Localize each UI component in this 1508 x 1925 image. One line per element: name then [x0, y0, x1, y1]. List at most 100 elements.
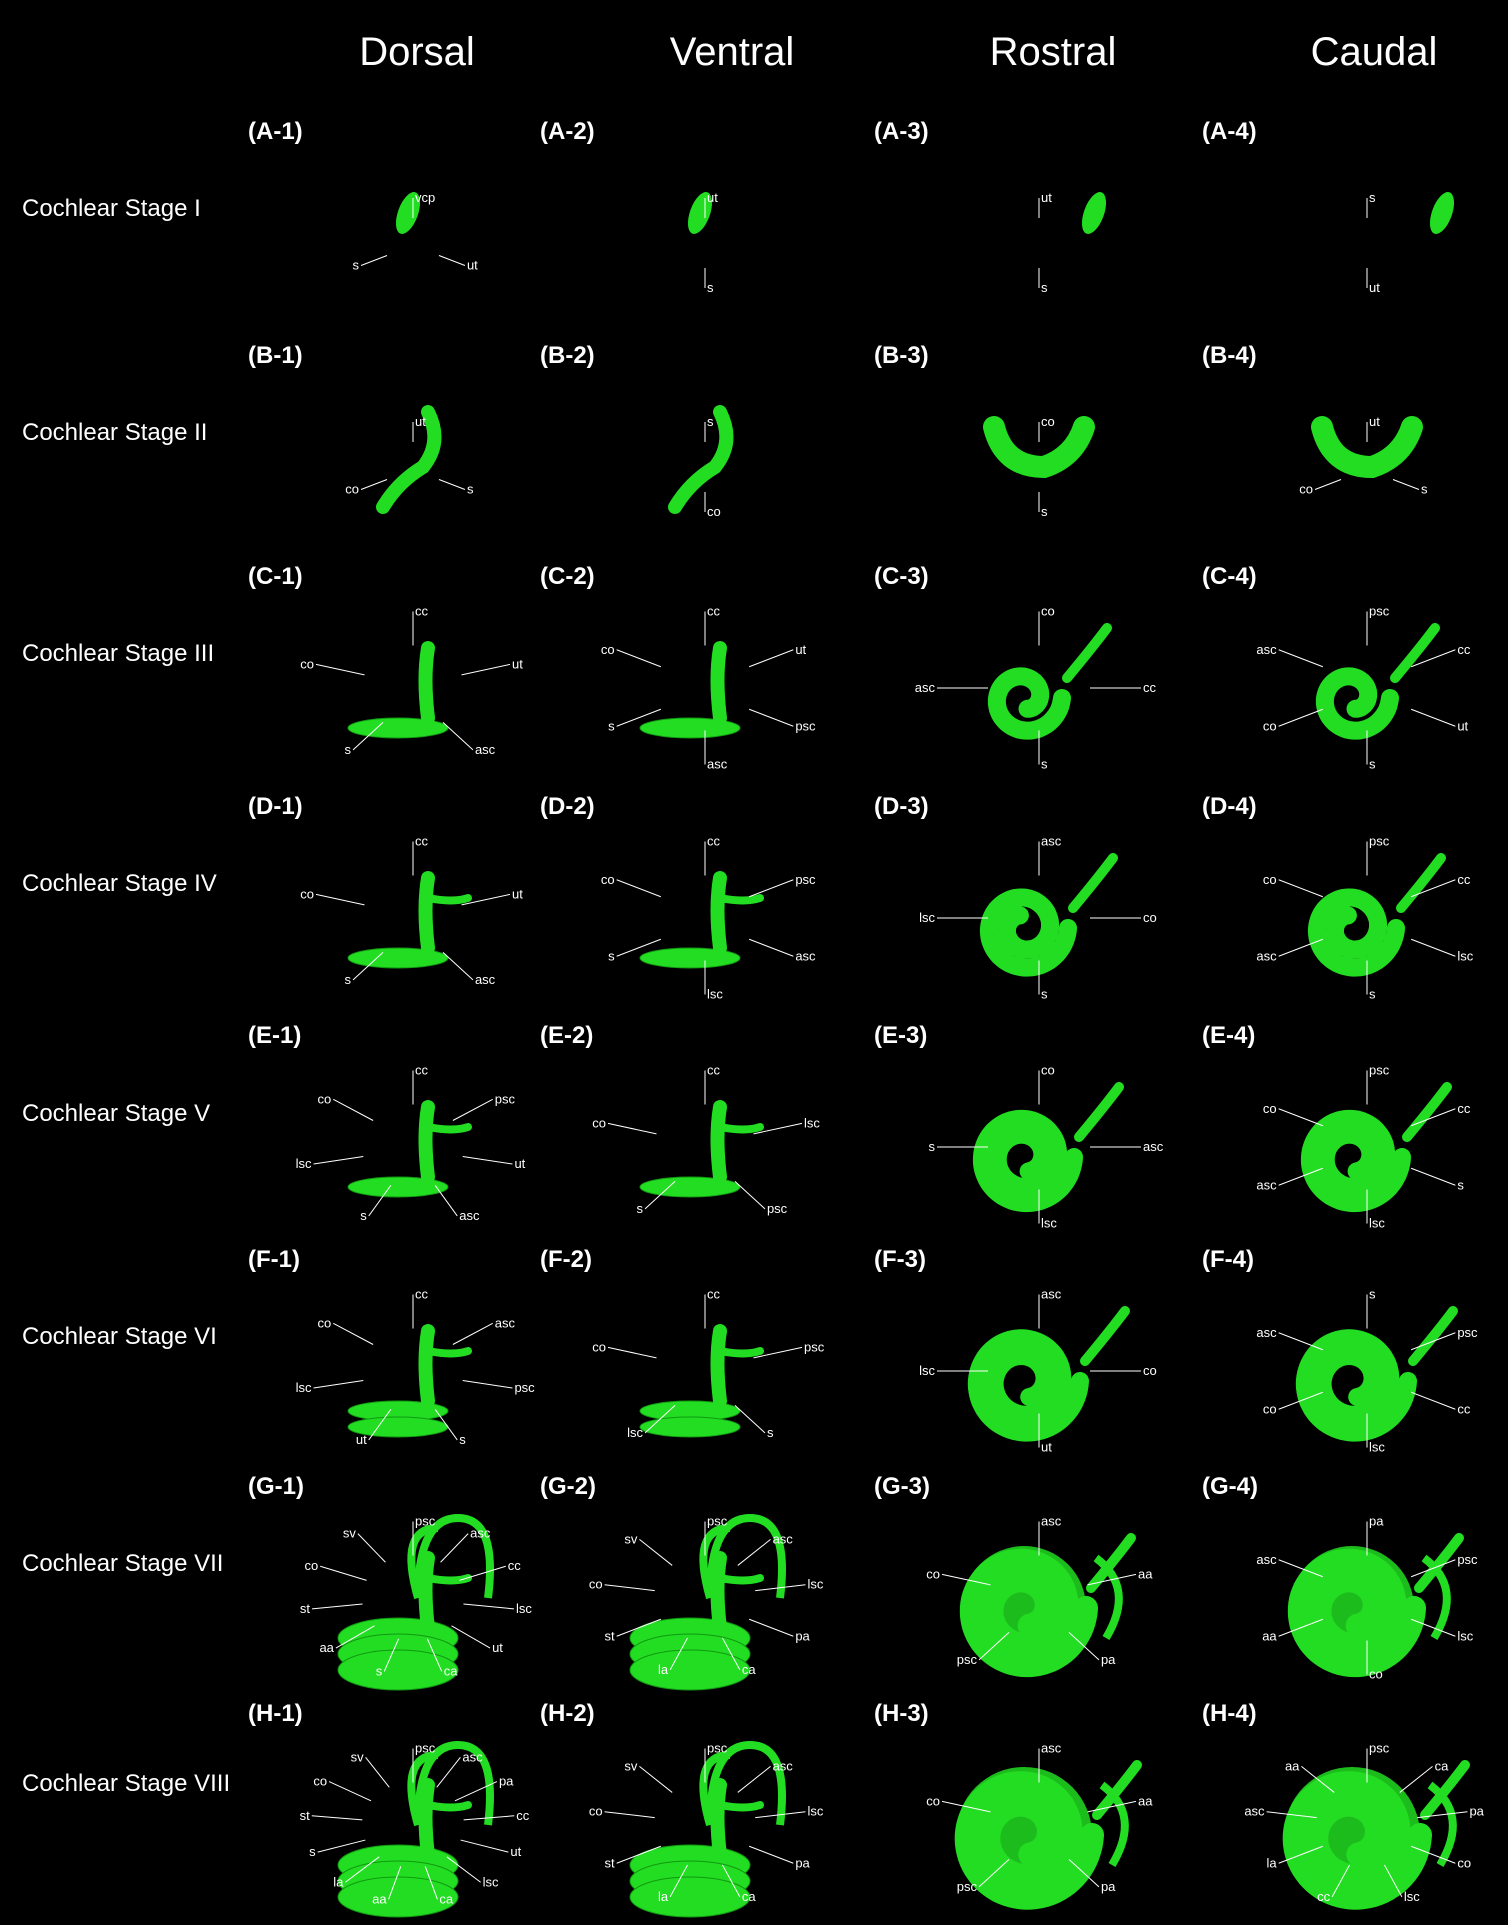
leader-line: [669, 1637, 688, 1671]
structure-annotation: ut: [510, 1844, 521, 1859]
leader-line: [365, 1756, 390, 1788]
panel-label: (H-3): [874, 1700, 929, 1727]
structure-annotation: s: [1369, 1287, 1376, 1302]
figure-panel: (D-3) asc co s lsc: [874, 793, 1194, 1018]
tissue-shape: [1295, 1306, 1458, 1442]
panel-label: (B-1): [248, 342, 303, 369]
structure-annotation: psc: [415, 1514, 436, 1529]
structure-annotation: st: [605, 1855, 616, 1870]
structure-annotation: asc: [459, 1208, 480, 1223]
structure-annotation: la: [1267, 1855, 1278, 1870]
leader-line: [459, 1565, 506, 1581]
structure-annotation: co: [1263, 872, 1277, 887]
figure-panel: (D-4) psc cc lsc s asc co: [1202, 793, 1508, 1018]
figure-panel: (C-1) cc ut asc s co: [248, 563, 568, 788]
structure-annotation: ca: [439, 1891, 454, 1906]
structure-annotation: lsc: [807, 1804, 823, 1819]
leader-line: [452, 1098, 493, 1121]
leader-line: [748, 708, 794, 727]
structure-annotation: co: [589, 1577, 603, 1592]
panel-illustration: psc cc ut s co asc: [1256, 604, 1470, 772]
structure-annotation: psc: [495, 1091, 516, 1106]
figure-panel: (B-3) co s: [874, 342, 1194, 567]
panel-label: (F-4): [1202, 1246, 1254, 1273]
panel-illustration: psc asc lsc pa ca la st co sv: [589, 1513, 824, 1691]
structure-annotation: ut: [707, 190, 718, 205]
structure-annotation: lsc: [1457, 1628, 1473, 1643]
structure-annotation: asc: [1256, 642, 1277, 657]
structure-annotation: co: [1263, 1401, 1277, 1416]
leader-line: [1314, 479, 1342, 490]
structure-annotation: aa: [1138, 1566, 1153, 1581]
leader-line: [1392, 479, 1420, 490]
leader-line: [616, 708, 662, 727]
structure-annotation: psc: [415, 1741, 436, 1756]
leader-line: [368, 1184, 392, 1217]
tissue-shape: [629, 1513, 786, 1691]
figure-panel: (A-1) vcp ut s: [248, 118, 568, 343]
structure-annotation: ca: [444, 1663, 459, 1678]
leader-line: [1278, 1391, 1324, 1410]
panel-label: (B-2): [540, 342, 595, 369]
tissue-shape: [347, 641, 449, 739]
structure-annotation: sv: [351, 1749, 365, 1764]
structure-annotation: ut: [512, 886, 523, 901]
structure-annotation: cc: [707, 604, 721, 619]
panel-label: (A-3): [874, 118, 929, 145]
structure-annotation: lsc: [807, 1577, 823, 1592]
leader-line: [452, 1322, 493, 1345]
panel-illustration: psc cc lsc s asc co: [1256, 834, 1473, 1002]
leader-line: [604, 1584, 655, 1592]
panel-illustration: co asc lsc s: [929, 1063, 1164, 1231]
structure-annotation: aa: [319, 1640, 334, 1655]
leader-line: [941, 1800, 991, 1813]
structure-annotation: cc: [415, 1063, 429, 1078]
leader-line: [639, 1766, 673, 1793]
structure-annotation: lsc: [919, 910, 935, 925]
leader-line: [644, 1181, 676, 1210]
tissue-shape: [337, 1740, 494, 1918]
structure-annotation: lsc: [296, 1156, 312, 1171]
panel-illustration: cc psc s lsc co: [592, 1287, 824, 1440]
leader-line: [734, 1405, 766, 1434]
leader-line: [1410, 938, 1456, 957]
structure-annotation: asc: [773, 1531, 794, 1546]
row-label: Cochlear Stage VIII: [22, 1770, 231, 1797]
leader-line: [1417, 1811, 1468, 1819]
structure-annotation: s: [1041, 280, 1048, 295]
leader-line: [438, 255, 466, 266]
panel-label: (F-3): [874, 1246, 926, 1273]
structure-annotation: ut: [356, 1432, 367, 1447]
structure-annotation: asc: [1041, 1514, 1062, 1529]
leader-line: [461, 893, 511, 906]
panel-label: (G-3): [874, 1473, 930, 1500]
leader-line: [436, 1756, 461, 1788]
panel-illustration: ut s: [687, 190, 718, 295]
structure-annotation: co: [1263, 718, 1277, 733]
panel-illustration: cc ut psc asc s co: [601, 604, 816, 772]
structure-annotation: sv: [624, 1758, 638, 1773]
leader-line: [978, 1859, 1010, 1888]
figure-panel: (A-2) ut s: [540, 118, 860, 343]
structure-annotation: s: [309, 1844, 316, 1859]
structure-annotation: st: [605, 1628, 616, 1643]
structure-annotation: co: [1143, 1363, 1157, 1378]
structure-annotation: co: [601, 642, 615, 657]
structure-annotation: ut: [492, 1640, 503, 1655]
structure-annotation: lsc: [1369, 1216, 1385, 1231]
leader-line: [748, 1618, 794, 1637]
leader-line: [748, 879, 794, 898]
panel-label: (D-2): [540, 793, 595, 820]
structure-annotation: co: [592, 1115, 606, 1130]
structure-annotation: s: [1041, 504, 1048, 519]
leader-line: [1278, 1167, 1324, 1186]
figure-panel: (E-4) psc cc s lsc asc co: [1202, 1022, 1508, 1247]
leader-line: [1278, 1559, 1324, 1578]
tissue-shape: [629, 1740, 786, 1918]
figure-panel: (A-4) s ut: [1202, 118, 1508, 343]
leader-line: [607, 1122, 657, 1135]
structure-annotation: vcp: [415, 190, 435, 205]
structure-annotation: s: [376, 1663, 383, 1678]
